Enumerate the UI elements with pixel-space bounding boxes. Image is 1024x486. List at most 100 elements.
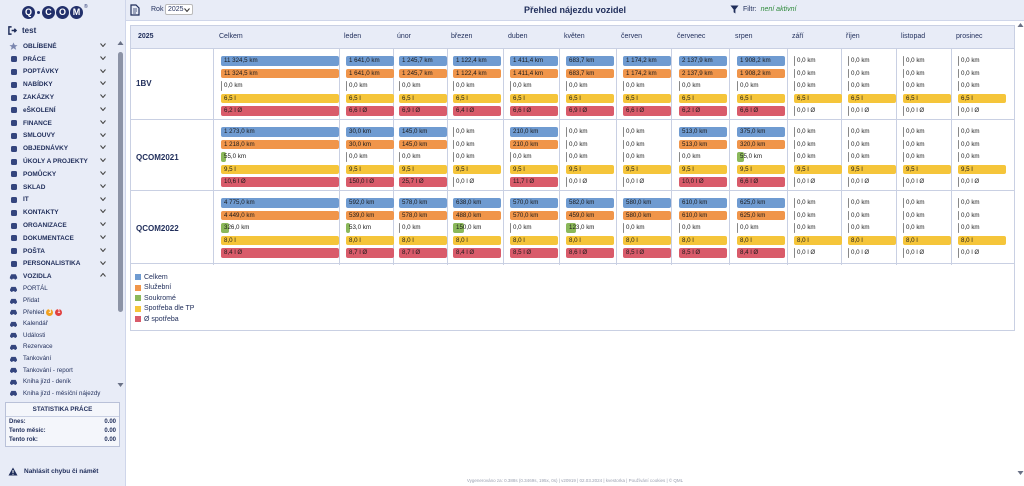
bar-value: 0,0 l Ø [797,107,816,115]
column-header-8[interactable]: srpen [735,33,753,40]
bar-tick [958,127,959,137]
bar-fill [679,248,727,258]
bar-fill [623,198,671,208]
bar-fill [679,177,727,187]
filter-indicator[interactable]: Filtr: není aktivní [730,5,796,14]
bar-fill [399,210,447,221]
menu-item-3[interactable]: NABÍDKY [0,78,116,91]
bar-value: 0,0 l Ø [851,107,870,115]
column-header-5[interactable]: květen [564,33,585,40]
user-row[interactable]: test [8,25,36,35]
bar-value: 55,0 km [224,153,247,161]
menu-item-11[interactable]: SKLAD [0,181,116,194]
menu-item-12[interactable]: IT [0,194,116,207]
menu-item-16[interactable]: POŠTA [0,245,116,258]
column-separator [951,49,952,265]
menu-item-7[interactable]: SMLOUVY [0,130,116,143]
report-bug-link[interactable]: Nahlásit chybu či námět [8,467,98,476]
menu-item-9[interactable]: ÚKOLY A PROJEKTY [0,155,116,168]
chevron-down-icon [100,222,106,228]
bar-value: 0,0 km [456,82,475,90]
file-icon[interactable] [130,4,140,16]
bar-fill [679,106,727,116]
column-header-12[interactable]: prosinec [956,33,983,40]
submenu-item-0[interactable]: PORTÁL [0,283,116,295]
scroll-up-icon[interactable] [1017,22,1024,28]
scroll-up-icon[interactable] [117,40,124,46]
bar-tick [346,152,347,162]
bar-spotreba_tp: 9,5 l [679,164,727,175]
column-header-11[interactable]: listopad [901,33,926,40]
sidebar-scrollbar[interactable] [117,40,124,390]
submenu-item-9[interactable]: Kniha jízd - měsíční nájezdy [0,387,116,399]
menu-item-10[interactable]: POMŮCKY [0,168,116,181]
submenu-item-1[interactable]: Přidat [0,295,116,307]
main-scrollbar[interactable] [1017,22,1024,478]
bar-celkem: 0,0 km [903,127,925,137]
bar-tick [958,68,959,79]
menu-item-6[interactable]: FINANCE [0,117,116,130]
work-stats-panel: STATISTIKA PRÁCE Dnes: 0.00 Tento měsíc: 0… [5,402,120,447]
car-icon [9,298,18,304]
year-select[interactable]: 2025 [165,4,193,15]
menu-item-2[interactable]: POPTÁVKY [0,66,116,79]
bar-sluzebni: 30,0 km [346,139,394,150]
column-header-2[interactable]: únor [397,33,412,40]
bar-fill [737,248,785,258]
vehicle-mileage-table: 2025 Celkem leden únor březen duben květen červ… [130,25,1015,331]
column-header-9[interactable]: září [792,33,804,40]
submenu-item-8[interactable]: Kniha jízd - deník [0,376,116,388]
submenu-item-7[interactable]: Tankování - report [0,364,116,376]
bar-value: 1 122,4 km [456,57,487,64]
filter-label: Filtr: [743,6,757,13]
menu-item-8[interactable]: OBJEDNÁVKY [0,142,116,155]
bar-value: 625,0 km [740,199,766,206]
sidebar-scroll-thumb[interactable] [118,52,123,312]
column-header-6[interactable]: červen [621,33,643,40]
vehicle-name[interactable]: QCOM2022 [136,224,179,233]
bar-value: 488,0 km [456,211,482,219]
column-header-10[interactable]: říjen [846,33,860,40]
bar-celkem: 0,0 km [903,56,925,66]
menu-item-17[interactable]: PERSONALISTIKA [0,258,116,271]
scroll-down-icon[interactable] [117,382,124,388]
submenu-item-5[interactable]: Rezervace [0,341,116,353]
column-separator [671,49,672,265]
menu-item-15[interactable]: DOKUMENTACE [0,232,116,245]
menu-item-18[interactable]: VOZIDLA [0,270,116,283]
column-header-3[interactable]: březen [451,33,473,40]
bar-value: 8,5 l Ø [513,249,532,257]
vehicle-name[interactable]: QCOM2021 [136,153,179,162]
submenu-item-3[interactable]: Kalendář [0,318,116,330]
chevron-down-icon [100,145,106,151]
submenu-label: Kniha jízd - měsíční nájezdy [23,389,101,397]
menu-item-5[interactable]: eŠKOLENÍ [0,104,116,117]
menu-item-1[interactable]: PRÁCE [0,53,116,66]
vehicle-name[interactable]: 1BV [136,79,152,88]
bar-value: 582,0 km [569,199,595,206]
scroll-down-icon[interactable] [1017,470,1024,476]
bar-tick [794,139,795,150]
menu-item-13[interactable]: KONTAKTY [0,206,116,219]
bar-value: 6,4 l Ø [456,107,475,115]
submenu-item-6[interactable]: Tankování [0,353,116,365]
menu-item-14[interactable]: ORGANIZACE [0,219,116,232]
submenu-label: Kalendář [23,320,48,328]
bar-value: 0,0 km [224,82,243,90]
column-header-0[interactable]: Celkem [219,33,243,40]
submenu-item-2[interactable]: Přehled 3 1 [0,306,116,318]
column-header-4[interactable]: duben [508,33,528,40]
bar-fill [346,93,394,104]
qcom-logo[interactable]: Q C O M ® [22,4,88,20]
column-header-7[interactable]: červenec [677,33,706,40]
menu-item-4[interactable]: ZAKÁZKY [0,91,116,104]
bar-prumer: 6,9 l Ø [566,106,614,116]
menu-item-label: POMŮCKY [23,170,57,178]
submenu-item-4[interactable]: Události [0,330,116,342]
column-header-1[interactable]: leden [344,33,362,40]
bar-tick [958,152,959,162]
year-header: 2025 [138,33,154,40]
bar-value: 6,6 l Ø [740,107,759,115]
bar-fill [958,93,1006,104]
menu-item-0[interactable]: OBLÍBENÉ [0,40,116,53]
